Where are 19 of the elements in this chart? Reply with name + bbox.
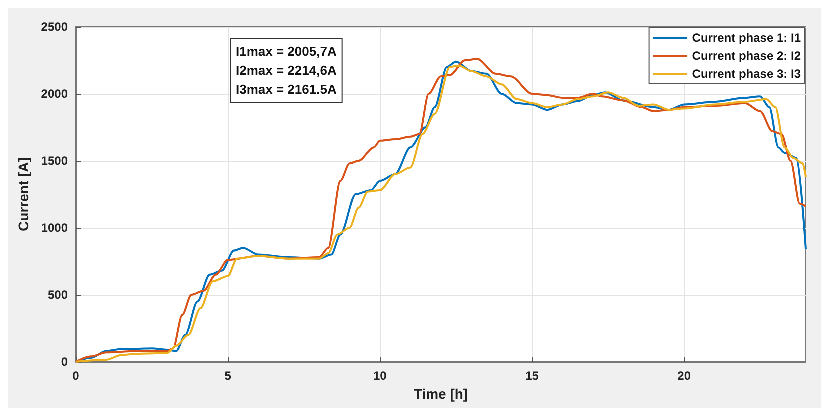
x-tick-label: 5 — [224, 369, 232, 383]
x-tick-label: 0 — [72, 369, 80, 383]
y-tick-label: 0 — [61, 355, 68, 369]
x-axis-title: Time [h] — [414, 386, 468, 402]
y-tick-label: 500 — [48, 288, 68, 302]
x-tick-label: 10 — [373, 369, 388, 383]
y-tick-label: 1500 — [41, 154, 68, 168]
y-axis-title: Current [A] — [15, 158, 32, 232]
legend-label: Current phase 2: I2 — [692, 49, 802, 63]
y-tick-label: 2000 — [41, 87, 68, 101]
x-tick-label: 15 — [526, 369, 540, 383]
legend-label: Current phase 1: I1 — [692, 31, 802, 45]
y-tick-label: 1000 — [41, 221, 68, 235]
annotation: I2max = 2214,6A — [236, 63, 338, 78]
annotation: I3max = 2161.5A — [236, 82, 338, 97]
x-tick-label: 20 — [678, 369, 692, 383]
y-tick-label: 2500 — [41, 20, 68, 34]
annotation: I1max = 2005,7A — [236, 44, 338, 59]
legend-label: Current phase 3: I3 — [692, 67, 802, 81]
